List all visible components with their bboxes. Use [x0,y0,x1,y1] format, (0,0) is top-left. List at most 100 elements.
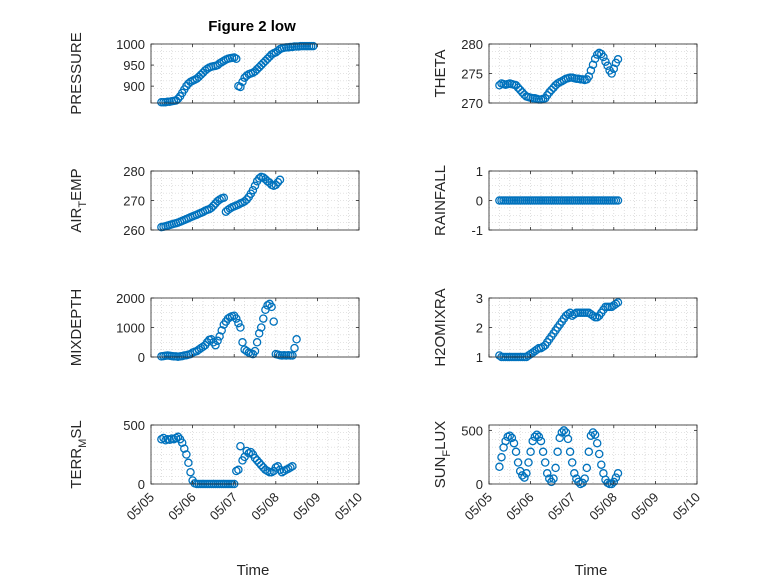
y-tick-label: 275 [461,67,483,82]
x-axis-label: Time [237,562,270,579]
data-point [236,441,245,451]
data-point [215,59,224,68]
data-point [497,452,506,462]
y-axis-label: SUNFLUX [432,421,453,489]
data-point [256,323,266,332]
axes-box [150,43,360,104]
data-point [515,85,525,95]
data-point [557,428,567,437]
data-point [613,298,623,307]
y-tick-label: 270 [123,194,145,209]
y-tick-label: 3 [476,291,483,306]
data-point [611,299,621,309]
data-point [574,477,583,487]
data-point [536,343,546,353]
y-tick-label: -1 [471,223,483,238]
data-point [254,329,264,338]
x-axis-label: Time [575,562,608,579]
figure-title: Figure 2 low [208,18,296,35]
y-axis-label: TERRMSL [68,420,89,488]
y-tick-label: 2000 [116,291,145,306]
data-point [522,469,531,478]
data-point [238,338,247,347]
data-point [238,77,247,87]
subplot-pressure: 900 950 1000 PRESSURE [68,32,360,115]
plot-area [489,298,697,357]
data-point [528,436,537,446]
data-point [578,478,587,488]
y-tick-label: 1 [476,164,483,179]
data-point [180,444,189,453]
y-tick-label: 280 [461,37,483,52]
data-point [536,436,546,446]
data-point [526,447,535,457]
data-point [580,474,589,483]
data-point [570,469,579,478]
data-point [275,465,285,475]
data-point [173,432,183,442]
data-point [236,82,245,92]
data-point [267,302,276,312]
data-point [242,195,251,204]
data-point [542,469,552,478]
subplot-theta: 270 275 280 THETA [432,37,698,111]
data-point [232,314,241,323]
data-point [275,175,285,185]
data-point [256,460,266,470]
subplot-mixdepth: 0 1000 2000 MIXDEPTH [68,289,360,367]
data-point [613,469,623,478]
data-point [513,83,523,92]
data-point [549,474,558,483]
data-point [250,346,260,356]
data-point [570,309,579,319]
subplot-air-temp: 260 270 280 AIRTEMP [68,164,360,238]
data-point [198,342,208,351]
data-point [584,447,594,457]
data-point [288,351,297,360]
data-point [520,473,529,482]
y-tick-label: 1000 [116,37,145,52]
data-point [209,201,218,211]
data-point [254,174,264,183]
data-point [597,460,606,469]
data-point [609,64,619,74]
data-point [559,426,569,435]
data-point [261,56,270,66]
y-tick-label: 500 [123,418,145,433]
subplot-rainfall: -1 0 1 RAINFALL [432,164,698,238]
y-tick-label: 2 [476,321,483,336]
data-point [196,70,206,80]
data-point [582,463,592,473]
data-point [588,311,598,320]
data-point [540,458,550,467]
y-axis-label: RAINFALL [432,165,449,236]
data-point [518,471,527,480]
data-point [240,197,249,206]
data-point [182,450,191,459]
data-point [495,351,504,360]
y-tick-label: 0 [138,350,145,365]
data-point [263,301,272,310]
data-point [588,60,598,69]
data-point [511,447,521,457]
y-axis-label: MIXDEPTH [68,289,85,367]
data-point [250,181,260,191]
data-point [599,52,608,62]
data-point [507,433,517,443]
y-axis-label: H2OMIXRA [432,288,449,366]
data-point [588,428,598,437]
data-point [586,66,596,75]
data-point [269,317,278,326]
data-point [495,81,504,90]
data-point [211,340,220,350]
data-point [194,345,204,354]
y-tick-label: 900 [123,79,145,94]
plot-area [151,171,359,230]
axes-box [150,424,360,485]
data-point [288,462,297,471]
data-point [545,88,554,97]
data-point [495,462,504,472]
data-point [563,309,573,319]
data-point [590,54,600,64]
data-point [563,434,573,444]
